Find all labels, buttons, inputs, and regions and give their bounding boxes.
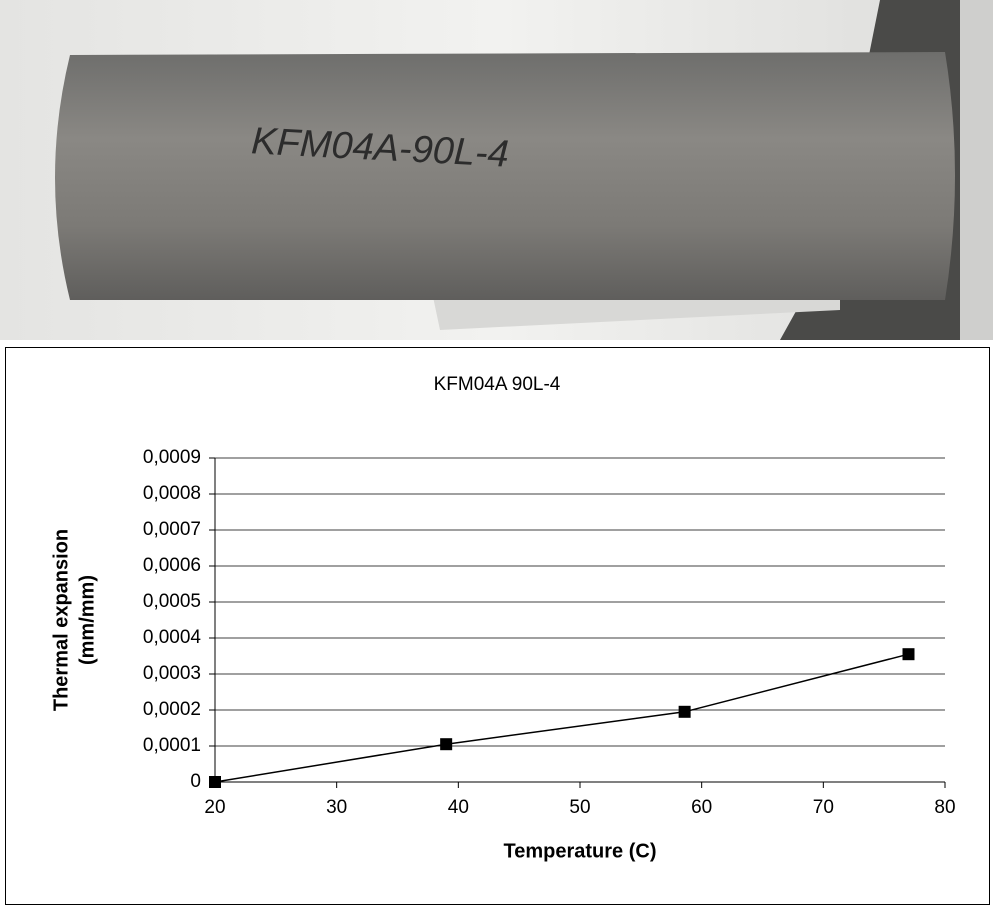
series-line (214, 653, 909, 783)
y-tick-label: 0,0006 (143, 555, 201, 576)
x-tick-label: 40 (448, 797, 469, 818)
data-point (678, 705, 691, 718)
y-tick-label: 0,0001 (143, 735, 201, 756)
x-tick-label: 30 (326, 797, 347, 818)
y-tick-label: 0,0007 (143, 519, 201, 540)
y-tick-label: 0 (190, 771, 201, 792)
chart-title: KFM04A 90L-4 (434, 374, 561, 395)
photo: KFM04A-90L-4 (0, 0, 993, 340)
chart-frame (5, 347, 990, 905)
y-tick-label: 0,0009 (143, 447, 201, 468)
y-axis-label: (mm/mm) (76, 575, 98, 665)
data-point (902, 648, 915, 661)
x-tick-label: 70 (813, 797, 834, 818)
y-tick-label: 0,0008 (143, 483, 201, 504)
data-point (440, 738, 453, 751)
data-point (209, 776, 221, 788)
y-tick-label: 0,0003 (143, 663, 201, 684)
fixture-edge (960, 0, 993, 340)
x-tick-label: 20 (204, 797, 225, 818)
rock-core (55, 52, 955, 300)
y-tick-label: 0,0004 (143, 627, 202, 648)
y-axis-label: Thermal expansion (50, 529, 72, 711)
y-tick-label: 0,0005 (143, 591, 201, 612)
x-tick-label: 50 (569, 797, 590, 818)
x-tick-label: 80 (934, 797, 955, 818)
x-axis-label: Temperature (C) (504, 840, 657, 862)
y-tick-label: 0,0002 (143, 699, 201, 720)
x-tick-label: 60 (691, 797, 712, 818)
